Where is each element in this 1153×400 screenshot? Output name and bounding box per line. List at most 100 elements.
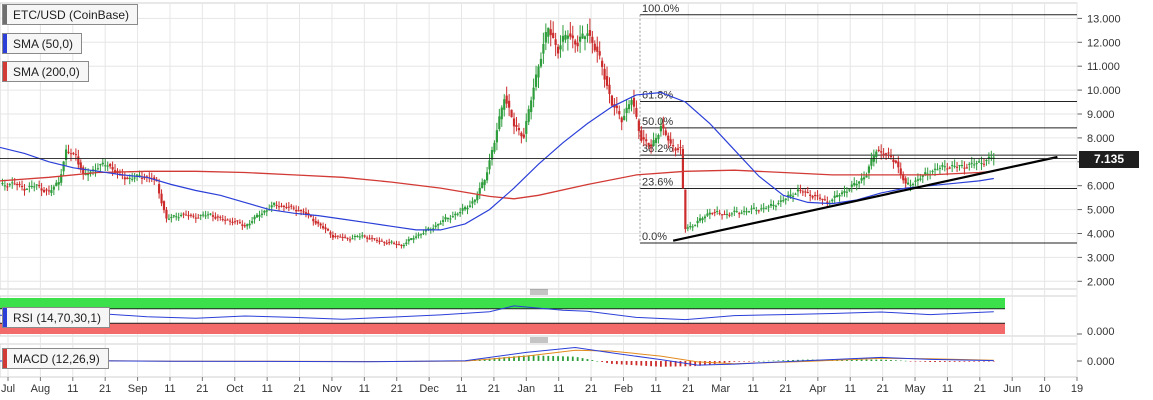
candle-body (534, 74, 538, 87)
candle-body (892, 159, 895, 163)
candle-body (902, 174, 905, 181)
candle-body (378, 240, 381, 242)
x-tick-label: Dec (419, 383, 439, 395)
x-tick-label: 21 (293, 383, 305, 395)
candle-body (735, 211, 738, 213)
macd-histogram-bar (850, 359, 853, 361)
candle-body (104, 165, 107, 167)
macd-histogram-bar (880, 359, 883, 361)
candle-body (153, 177, 156, 180)
legend-rsi[interactable]: RSI (14,70,30,1) (2, 307, 111, 328)
y-tick-label: 8.000 (1087, 133, 1115, 145)
legend-sma-200[interactable]: SMA (200,0) (2, 61, 89, 82)
candle-body (131, 178, 134, 180)
fib-level-label: 100.0% (642, 3, 680, 15)
candle-body (508, 100, 511, 108)
legend-etc-usd[interactable]: ETC/USD (CoinBase) (2, 4, 139, 25)
candle-body (838, 195, 841, 197)
candle-body (471, 201, 474, 204)
candle-body (965, 167, 968, 169)
candle-body (322, 226, 325, 229)
candle-body (672, 145, 675, 147)
candle-body (402, 245, 405, 247)
candle-body (647, 142, 650, 146)
candle-body (818, 197, 822, 199)
macd-histogram-bar (733, 361, 736, 362)
candle-body (375, 239, 379, 241)
candle-body (143, 177, 146, 179)
x-tick-label: 21 (877, 383, 889, 395)
rsi-overbought-band (0, 298, 1005, 309)
sma-50-line (0, 91, 994, 231)
candle-body (253, 216, 256, 220)
macd-histogram-bar (566, 356, 569, 361)
macd-histogram-bar (772, 360, 775, 362)
x-tick-label: 21 (99, 383, 111, 395)
candle-body (894, 160, 897, 163)
candle-body (299, 210, 303, 212)
candle-body (243, 225, 246, 227)
x-tick-label: 10 (1038, 383, 1050, 395)
candle-body (307, 212, 310, 215)
macd-histogram-bar (777, 360, 780, 361)
candle-body (412, 238, 415, 240)
macd-histogram-bar (586, 359, 589, 361)
candle-body (459, 212, 462, 214)
candle-body (238, 222, 241, 224)
candle-body (483, 180, 486, 185)
y-tick-label: 4.000 (1087, 228, 1115, 240)
macd-histogram-bar (924, 361, 927, 362)
candle-body (588, 29, 592, 36)
macd-histogram-bar (537, 355, 540, 361)
candle-body (574, 40, 577, 45)
candle-body (160, 193, 163, 204)
candle-body (953, 165, 956, 167)
candle-body (931, 170, 934, 172)
candle-body (823, 199, 826, 201)
candle-body (676, 148, 680, 150)
candle-body (948, 167, 951, 169)
macd-signal-line (0, 349, 994, 365)
macd-histogram-bar (782, 360, 785, 361)
candle-body (241, 224, 244, 226)
legend-macd[interactable]: MACD (12,26,9) (2, 348, 109, 369)
x-tick-label: 11 (164, 383, 175, 395)
candle-body (767, 206, 770, 208)
candle-body (498, 116, 501, 130)
candle-body (287, 206, 290, 208)
candle-body (485, 172, 489, 181)
macd-line (0, 346, 994, 366)
candle-body (791, 195, 795, 197)
macd-histogram-bar (659, 361, 662, 367)
candle-body (138, 175, 141, 177)
candle-body (52, 186, 55, 190)
candle-body (752, 207, 755, 209)
legend-sma-50[interactable]: SMA (50,0) (2, 33, 83, 54)
macd-histogram-bar (645, 361, 648, 366)
candle-body (760, 208, 763, 210)
candle-body (980, 163, 983, 165)
rsi-line (0, 305, 994, 321)
candle-body (547, 27, 550, 37)
macd-histogram-bar (968, 361, 971, 362)
macd-histogram-bar (694, 361, 697, 367)
candle-body (556, 46, 560, 54)
candle-body (388, 242, 391, 244)
candle-body (317, 221, 320, 224)
candle-body (522, 134, 525, 138)
macd-histogram-bar (934, 361, 936, 362)
candle-body (561, 35, 565, 42)
candle-body (593, 43, 596, 51)
candle-body (938, 167, 942, 169)
x-tick-label: 11 (456, 383, 467, 395)
x-tick-label: 11 (650, 383, 661, 395)
fib-level-label: 61.8% (642, 90, 673, 102)
macd-histogram-bar (983, 361, 985, 362)
candle-body (701, 218, 704, 221)
candle-body (987, 156, 990, 159)
candle-body (383, 241, 386, 243)
macd-histogram-bar (547, 355, 550, 361)
candle-body (845, 191, 849, 193)
candle-body (862, 177, 866, 180)
